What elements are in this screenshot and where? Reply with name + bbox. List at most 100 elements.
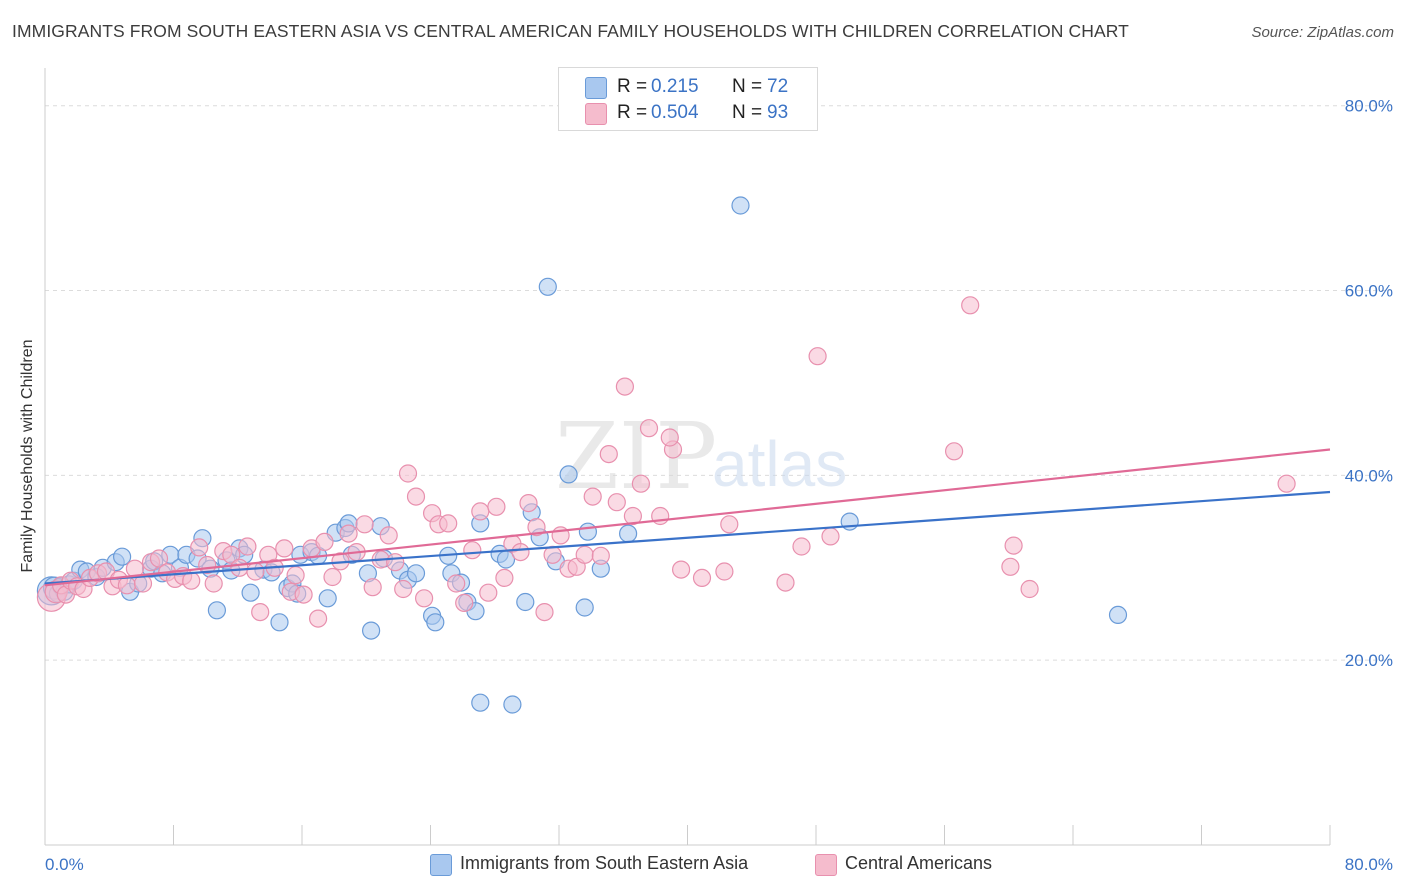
y-tick-label: 60.0% [1345,282,1393,301]
pink-data-point [315,532,334,552]
pink-data-point [394,579,413,599]
pink-data-point [117,576,137,595]
pink-data-point [776,573,795,592]
x-tick-labels: 0.0% 80.0% [45,855,1393,874]
pink-data-point [294,585,313,604]
legend-r-value: 0.215 [651,76,699,97]
blue-data-point [575,598,594,617]
pink-data-point [599,445,618,464]
pink-data-point [230,558,249,577]
pink-data-point [363,578,382,597]
blue-data-point [731,196,750,215]
pink-data-point [479,583,498,602]
blue-data-point [516,592,535,612]
pink-data-point [463,541,482,560]
pink-data-point [607,493,626,512]
pink-data-point [527,517,546,537]
pink-data-point [1020,579,1039,599]
pink-data-point [575,545,594,564]
legend-r-label: R = [617,76,648,97]
y-tick-label: 40.0% [1345,466,1393,485]
pink-data-point [692,568,712,588]
y-tick-label: 80.0% [1345,97,1393,116]
pink-data-point [1001,557,1020,576]
pink-data-point [204,574,223,593]
legend-r-label: R = [617,102,648,123]
pink-data-point [339,524,358,543]
chart-title: IMMIGRANTS FROM SOUTH EASTERN ASIA VS CE… [12,21,1129,41]
blue-data-point [538,277,557,296]
pink-data-point [355,515,374,534]
pink-data-point [398,464,418,483]
legend-box: R = 0.215 N = 72 R = 0.504 N = 93 [558,67,818,131]
trend-lines [44,448,1331,587]
pink-data-point [190,538,209,557]
blue-data-point [270,613,289,632]
blue-data-point [207,601,226,620]
series-legend-label-blue: Immigrants from South Eastern Asia [460,853,749,873]
axes [44,68,1331,846]
pink-data-point [406,487,426,506]
pink-data-point [671,560,691,579]
blue-data-point [112,547,132,566]
blue-data-point [471,693,490,712]
pink-data-point [447,574,466,593]
source-label: Source: ZipAtlas.com [1251,24,1394,41]
watermark: ZIP atlas [555,403,847,510]
pink-data-point [487,497,506,516]
pink-data-point [511,542,530,562]
pink-data-point [583,487,602,506]
pink-data-point [182,571,201,590]
pink-data-point [961,296,980,315]
pink-data-point [720,515,739,534]
pink-data-point [660,428,679,447]
pink-data-point [149,549,169,568]
blue-data-point [618,524,638,543]
pink-data-point [415,589,434,608]
blue-data-point [578,522,598,541]
pink-data-point [1277,474,1296,493]
series-legend-swatch-pink [815,854,837,876]
watermark-zip: ZIP [555,403,717,510]
y-axis-label: Family Households with Children [19,339,36,573]
legend-r-value: 0.504 [651,102,699,123]
pink-data-point [439,514,458,533]
legend-n-value: 93 [767,102,789,123]
blue-data-point [406,564,426,583]
blue-data-point [241,583,260,602]
x-tick-label: 80.0% [1345,855,1393,874]
pink-data-point [495,568,514,588]
pink-data-point [535,602,554,622]
y-tick-label: 20.0% [1345,651,1393,670]
series-legend-swatch-blue [430,854,452,876]
blue-data-point [426,613,445,632]
pink-data-point [591,546,610,565]
legend-n-label: N = [732,102,763,123]
pink-data-point [808,347,827,366]
pink-data-point [623,506,643,526]
pink-data-point [821,527,840,546]
pink-data-point [251,602,270,622]
legend-n-label: N = [732,76,763,97]
pink-data-point [471,502,490,521]
pink-data-point [715,562,734,581]
pink-data-point [455,593,474,613]
pink-trend-line [44,448,1331,587]
blue-data-point [559,465,578,484]
pink-data-point [1004,536,1023,555]
pink-data-point [238,537,257,556]
watermark-atlas: atlas [712,428,847,500]
pink-data-point [286,566,305,585]
pink-data-point [519,494,538,513]
pink-data-point [631,474,651,493]
pink-data-point [639,419,659,438]
blue-data-point [1108,605,1128,625]
blue-trend-line [44,490,1331,585]
pink-data-point [379,526,398,545]
blue-data-point [362,621,381,640]
pink-data-point [275,539,294,558]
pink-data-point [246,562,265,581]
pink-data-point [615,377,635,396]
pink-data-point [944,442,964,461]
